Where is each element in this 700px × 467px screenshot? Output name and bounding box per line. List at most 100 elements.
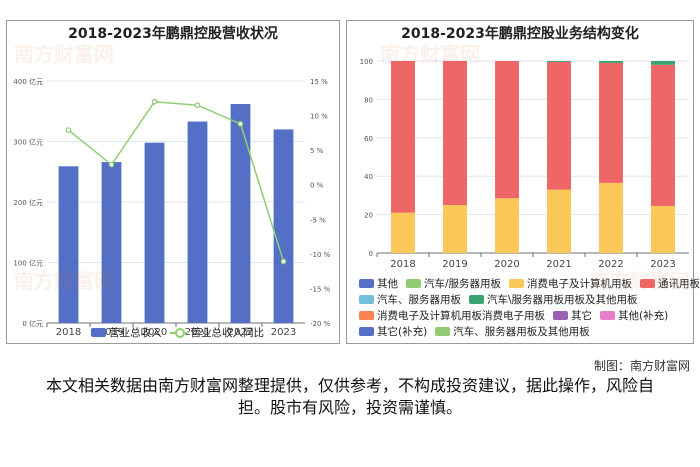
legend-label: 通讯用板 — [658, 278, 700, 290]
legend-swatch — [600, 311, 615, 320]
legend-label: 消费电子及计算机用板 — [527, 278, 633, 290]
legend-row: 其他 汽车/服务器用板 消费电子及计算机用板 通讯用板 — [359, 276, 700, 291]
legend-item[interactable]: 汽车/服务器用板 — [406, 276, 501, 291]
revenue-bar — [144, 142, 165, 323]
y-tick-label: 80 — [364, 96, 373, 104]
revenue-chart-panel: 2018-2023年鹏鼎控股营收状况 0 亿元 100 亿元 200 亿元 300 亿… — [6, 20, 340, 344]
y-tick-label-left: 300 亿元 — [13, 138, 43, 147]
legend-item[interactable]: 消费电子及计算机用板 — [509, 276, 632, 291]
stacked-bar-segment — [599, 62, 623, 183]
revenue-yoy-point — [108, 161, 115, 168]
x-tick-label: 2023 — [271, 327, 296, 338]
revenue-chart-title: 2018-2023年鹏鼎控股营收状况 — [68, 26, 278, 42]
legend-label: 汽车/服务器用板 — [424, 278, 502, 290]
y-tick-label-right: 10 % — [310, 113, 328, 121]
x-tick-label: 2020 — [142, 327, 167, 338]
legend-row: 汽车、服务器用板 汽车\服务器用板用板及其他用板 — [359, 292, 646, 307]
legend-item[interactable]: 其它 — [553, 308, 592, 323]
legend-swatch — [359, 311, 374, 320]
y-tick-label-right: -20 % — [310, 320, 331, 328]
legend-item[interactable]: 汽车\服务器用板用板及其他用板 — [469, 292, 638, 307]
y-tick-label-right: 0 % — [310, 182, 324, 190]
revenue-yoy-point — [280, 258, 287, 265]
legend-item[interactable]: 汽车、服务器用板及其他用板 — [435, 324, 590, 339]
legend-label-revenue-yoy: 营业总收入同比 — [190, 327, 265, 339]
x-tick-label: 2020 — [494, 259, 519, 270]
legend-swatch — [359, 327, 374, 336]
y-tick-label: 40 — [364, 173, 373, 181]
structure-chart-svg: 0 20 40 60 80 100 2018 2019 2020 2021 2022 2023 — [360, 58, 689, 270]
stacked-bar-segment — [495, 198, 519, 253]
legend-swatch — [509, 279, 525, 288]
legend-label: 其它(补充) — [377, 326, 428, 338]
revenue-yoy-line — [68, 100, 285, 262]
chart-credit: 制图：南方财富网 — [593, 359, 690, 373]
stacked-bar-segment — [391, 61, 415, 213]
y-tick-label-left: 400 亿元 — [13, 77, 43, 86]
stacked-bar-segment — [391, 212, 415, 253]
legend-swatch — [406, 279, 421, 288]
y-tick-label: 100 — [360, 58, 373, 66]
legend-item-revenue[interactable]: 营业总收入 — [91, 325, 162, 340]
revenue-bar — [273, 129, 294, 323]
stacked-bar-segment — [599, 182, 623, 253]
x-tick-label: 2021 — [546, 259, 571, 270]
legend-line-icon — [169, 327, 188, 338]
y-tick-label-right: -5 % — [310, 216, 326, 224]
y-tick-label: 60 — [364, 135, 373, 143]
stacked-bar-segment — [651, 61, 675, 65]
legend-item[interactable]: 消费电子及计算机用板消费电子用板 — [359, 308, 545, 323]
y-tick-label-left: 0 亿元 — [22, 319, 43, 328]
legend-swatch — [435, 327, 451, 336]
stacked-bar-segment — [547, 61, 571, 62]
revenue-bar — [230, 103, 251, 324]
x-tick-label: 2021 — [185, 327, 210, 338]
stacked-bar-segment — [651, 64, 675, 206]
legend-swatch — [359, 295, 374, 304]
legend-label: 消费电子及计算机用板消费电子用板 — [377, 310, 545, 322]
x-tick-label: 2019 — [442, 259, 467, 270]
x-tick-label: 2019 — [99, 327, 124, 338]
stacked-bar-segment — [547, 189, 571, 253]
legend-item[interactable]: 汽车、服务器用板 — [359, 292, 461, 307]
legend-label: 其它 — [571, 310, 592, 322]
stacked-bar-segment — [443, 61, 467, 205]
y-tick-label: 0 — [369, 250, 373, 258]
legend-item[interactable]: 其他 — [359, 276, 398, 291]
revenue-chart-svg: 0 亿元 100 亿元 200 亿元 300 亿元 400 亿元 -20 % -15 % -1… — [13, 77, 331, 338]
y-tick-label-left: 200 亿元 — [13, 198, 43, 207]
x-tick-label: 2023 — [650, 259, 675, 270]
structure-chart-title: 2018-2023年鹏鼎控股业务结构变化 — [401, 26, 639, 42]
legend-swatch-revenue — [91, 328, 106, 337]
stacked-bar-segment — [651, 205, 675, 253]
revenue-yoy-point — [65, 127, 72, 133]
legend-label: 汽车\服务器用板用板及其他用板 — [487, 294, 638, 306]
x-tick-label: 2022 — [228, 327, 253, 338]
y-tick-label-right: 5 % — [310, 147, 324, 155]
x-tick-label: 2022 — [598, 259, 623, 270]
x-tick-label: 2018 — [390, 259, 415, 270]
legend-label: 其他 — [377, 278, 398, 290]
stacked-bar-segment — [547, 61, 571, 190]
x-tick-label: 2018 — [56, 327, 81, 338]
revenue-bar — [101, 162, 122, 323]
legend-item-revenue-yoy[interactable]: 营业总收入同比 — [169, 325, 265, 340]
stacked-bar-segment — [599, 61, 623, 63]
legend-item[interactable]: 其他(补充) — [600, 308, 668, 323]
structure-chart-panel: 2018-2023年鹏鼎控股业务结构变化 0 20 40 60 80 100 2018 201… — [346, 20, 700, 344]
revenue-chart-legend[interactable]: 营业总收入 营业总收入同比 — [91, 325, 272, 340]
legend-row: 其它(补充) 汽车、服务器用板及其他用板 — [359, 324, 598, 339]
y-tick-label-right: -10 % — [310, 251, 331, 259]
legend-item[interactable]: 其它(补充) — [359, 324, 427, 339]
revenue-bar — [187, 121, 208, 323]
legend-swatch — [553, 311, 568, 320]
legend-label-revenue: 营业总收入 — [109, 327, 162, 339]
y-tick-label-right: -15 % — [310, 285, 331, 293]
legend-item[interactable]: 通讯用板 — [640, 276, 700, 291]
revenue-yoy-point — [237, 121, 244, 127]
revenue-yoy-point — [151, 98, 158, 105]
legend-swatch — [469, 295, 484, 304]
revenue-bar — [58, 166, 79, 323]
legend-label: 汽车、服务器用板 — [377, 294, 461, 306]
y-tick-label: 20 — [364, 212, 373, 220]
